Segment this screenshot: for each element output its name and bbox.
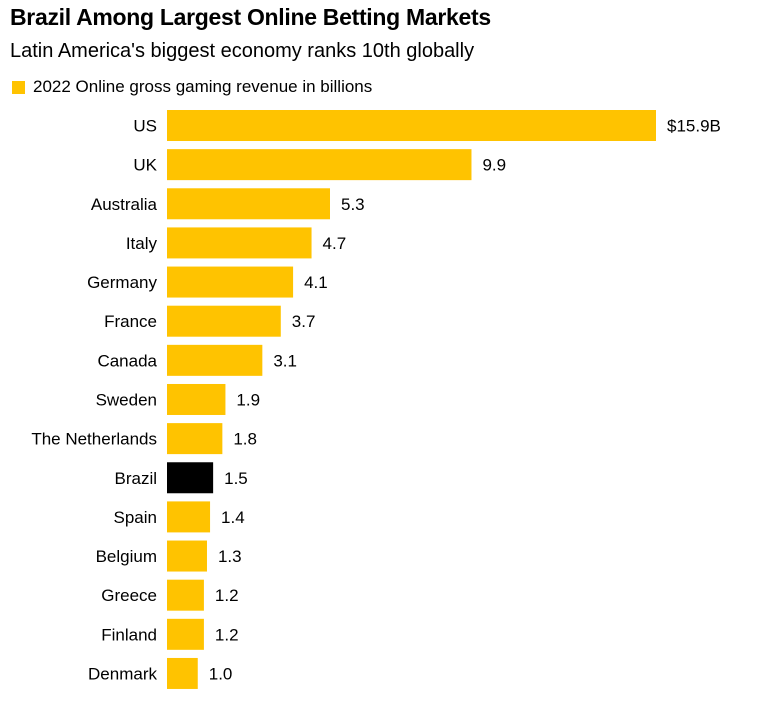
category-label: Sweden (96, 390, 157, 409)
value-label: 1.5 (224, 469, 248, 488)
value-label: 5.3 (341, 195, 365, 214)
category-label: Finland (101, 625, 157, 644)
bar-italy (167, 227, 312, 259)
category-label: Belgium (96, 547, 157, 566)
value-label: $15.9B (667, 117, 721, 136)
bar-brazil (167, 462, 214, 494)
category-label: Brazil (114, 469, 157, 488)
value-label: 4.1 (304, 273, 328, 292)
value-label: 1.9 (236, 390, 260, 409)
bar-finland (167, 618, 204, 650)
category-label: France (104, 312, 157, 331)
category-label: Spain (114, 508, 157, 527)
value-label: 1.2 (215, 625, 239, 644)
bar-australia (167, 188, 330, 220)
bar-greece (167, 579, 204, 611)
bar-belgium (167, 540, 207, 572)
category-label: Italy (126, 234, 158, 253)
category-label: Canada (97, 351, 157, 370)
value-label: 4.7 (323, 234, 347, 253)
value-label: 3.7 (292, 312, 316, 331)
bar-germany (167, 266, 294, 298)
bar-the-netherlands (167, 423, 223, 455)
legend-swatch (12, 80, 25, 94)
category-label: US (133, 117, 157, 136)
bar-sweden (167, 383, 226, 415)
category-label: Germany (87, 273, 157, 292)
bar-spain (167, 501, 211, 533)
value-label: 9.9 (482, 156, 506, 175)
value-label: 1.0 (209, 664, 233, 683)
value-label: 1.4 (221, 508, 245, 527)
category-label: Australia (91, 195, 158, 214)
bar-canada (167, 344, 263, 376)
category-label: UK (133, 156, 157, 175)
category-label: The Netherlands (31, 430, 157, 449)
chart-subtitle: Latin America's biggest economy ranks 10… (10, 40, 475, 62)
bar-uk (167, 149, 472, 181)
bar-france (167, 305, 281, 337)
value-label: 1.2 (215, 586, 239, 605)
bar-us (167, 110, 656, 141)
value-label: 1.3 (218, 547, 242, 566)
chart-title: Brazil Among Largest Online Betting Mark… (10, 4, 491, 30)
legend: 2022 Online gross gaming revenue in bill… (12, 77, 372, 97)
legend-label: 2022 Online gross gaming revenue in bill… (33, 77, 373, 96)
bar-denmark (167, 657, 198, 689)
value-label: 3.1 (273, 351, 297, 370)
value-label: 1.8 (233, 430, 257, 449)
category-label: Greece (101, 586, 157, 605)
category-label: Denmark (88, 664, 157, 683)
